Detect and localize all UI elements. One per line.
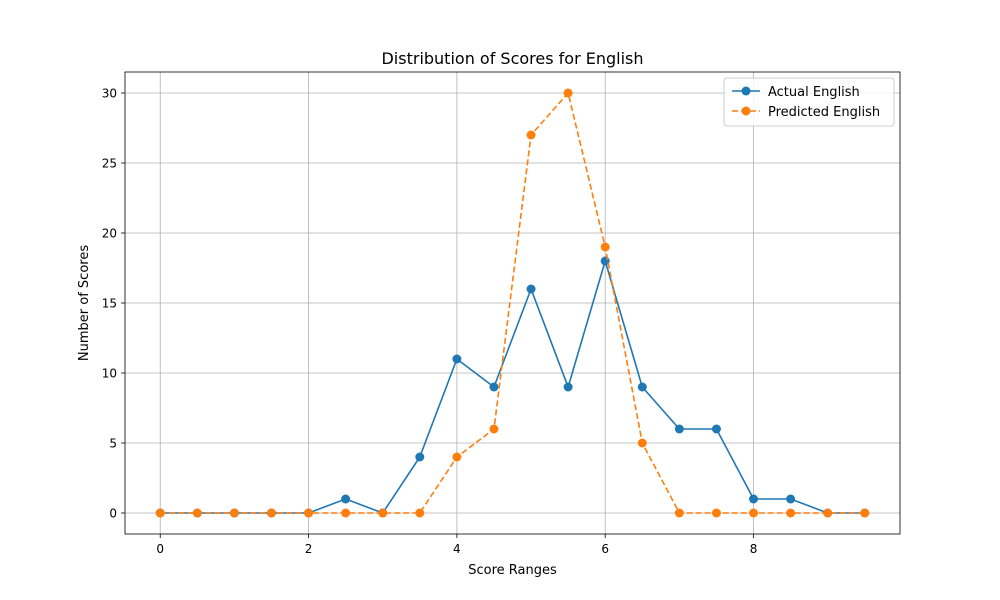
data-point: [600, 242, 610, 252]
data-point: [192, 508, 202, 518]
data-point: [489, 424, 499, 434]
y-tick-label: 20: [102, 227, 117, 241]
x-tick-label: 8: [750, 542, 758, 556]
data-point: [860, 508, 870, 518]
x-tick-label: 6: [601, 542, 609, 556]
data-point: [786, 508, 796, 518]
data-point: [415, 452, 425, 462]
data-point: [563, 88, 573, 98]
series-line: [160, 92, 865, 514]
data-point: [304, 508, 314, 518]
data-point: [823, 508, 833, 518]
legend-label: Predicted English: [768, 105, 880, 120]
data-point: [674, 508, 684, 518]
data-point: [452, 452, 462, 462]
legend-box: [723, 77, 895, 127]
axis-ticks: 0 2 4 6 8 0 5 10 15 20 25 30: [102, 87, 758, 557]
data-point: [674, 424, 684, 434]
legend-label: Actual English: [768, 85, 860, 100]
x-tick-label: 2: [305, 542, 313, 556]
legend-item: Predicted English: [732, 105, 880, 120]
x-tick-label: 4: [453, 542, 461, 556]
y-tick-label: 25: [102, 157, 117, 171]
legend-item: Actual English: [732, 85, 860, 100]
data-point: [266, 508, 276, 518]
y-tick-label: 30: [102, 87, 117, 101]
series-2: [155, 88, 870, 518]
data-point: [711, 424, 721, 434]
data-point: [711, 508, 721, 518]
y-tick-label: 10: [102, 367, 117, 381]
data-point: [637, 438, 647, 448]
data-point: [155, 508, 165, 518]
data-point: [526, 284, 536, 294]
data-point: [563, 382, 573, 392]
data-point: [749, 494, 759, 504]
data-point: [489, 382, 499, 392]
data-point: [341, 508, 351, 518]
data-point: [749, 508, 759, 518]
chart-title: Distribution of Scores for English: [381, 49, 643, 68]
legend-marker: [741, 86, 751, 96]
data-point: [378, 508, 388, 518]
data-point: [637, 382, 647, 392]
data-point: [415, 508, 425, 518]
data-point: [452, 354, 462, 364]
y-tick-label: 5: [109, 437, 117, 451]
data-point: [786, 494, 796, 504]
legend: Actual English Predicted English: [723, 77, 895, 127]
y-axis-label: Number of Scores: [77, 245, 92, 361]
y-tick-label: 0: [109, 507, 117, 521]
x-tick-label: 0: [156, 542, 164, 556]
series-group: [155, 88, 870, 518]
y-tick-label: 15: [102, 297, 117, 311]
x-axis-label: Score Ranges: [468, 563, 557, 578]
data-point: [526, 130, 536, 140]
data-point: [341, 494, 351, 504]
data-point: [229, 508, 239, 518]
legend-marker: [741, 106, 751, 116]
